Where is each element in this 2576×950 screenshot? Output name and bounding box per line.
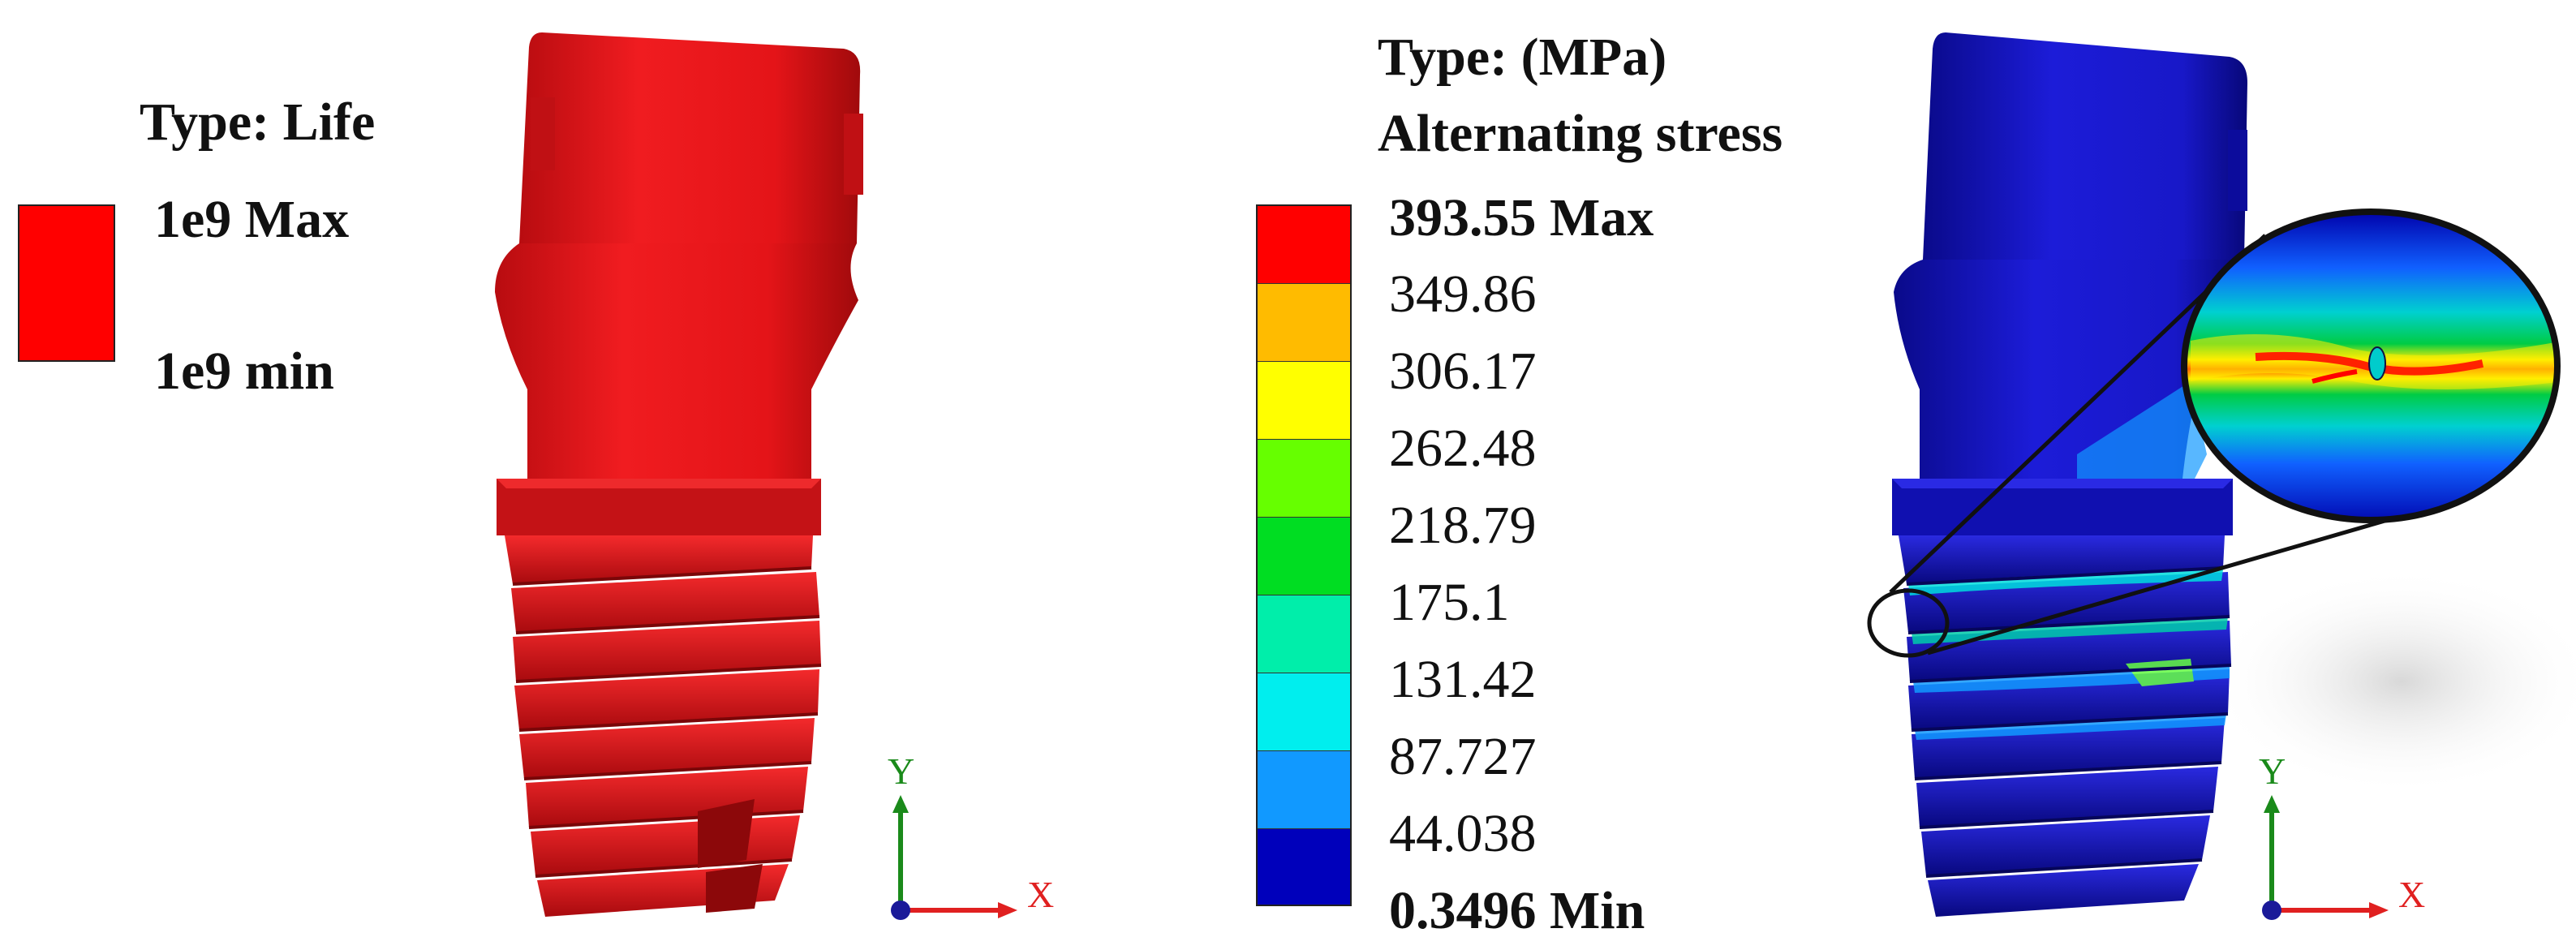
- stress-legend-swatch: [1258, 362, 1350, 440]
- implant-head-notch: [2228, 130, 2247, 211]
- thread-stress-highlights: [1908, 570, 2230, 740]
- left-axis-x-label: X: [1027, 874, 1054, 915]
- implant-thread-notch: [698, 799, 763, 913]
- implant-thread-edges: [512, 566, 822, 878]
- stress-legend-swatch: [1258, 595, 1350, 673]
- life-legend-swatch: [18, 204, 115, 362]
- left-type-label: Type: Life: [140, 92, 376, 152]
- implant-head-notch: [531, 97, 555, 170]
- stress-legend-swatch: [1258, 440, 1350, 518]
- right-type-label: Type: (MPa): [1378, 28, 1667, 87]
- stress-legend-value: 87.727: [1389, 727, 1537, 786]
- stress-legend-value: 131.42: [1389, 650, 1537, 709]
- stress-max-label: 393.55 Max: [1389, 188, 1654, 247]
- implant-head: [1923, 32, 2247, 260]
- zoom-callout: [1867, 208, 2561, 658]
- stress-legend-value: 306.17: [1389, 342, 1537, 401]
- implant-collar: [495, 243, 858, 479]
- implant-head-notch: [844, 114, 863, 195]
- implant-thread-ring: [497, 479, 821, 535]
- life-legend-min-label: 1e9 min: [154, 342, 334, 401]
- stress-legend-swatch: [1258, 518, 1350, 595]
- stress-legend-value: 44.038: [1389, 804, 1537, 863]
- quantity-label: Alternating stress: [1378, 104, 1783, 163]
- stress-legend-value: 175.1: [1389, 573, 1510, 632]
- stress-legend-swatch: [1258, 751, 1350, 829]
- stress-legend-value: 262.48: [1389, 419, 1537, 478]
- stress-legend-swatch: [1258, 206, 1350, 284]
- implant-collar-stress: [2077, 381, 2207, 487]
- life-legend-max-label: 1e9 Max: [154, 190, 350, 249]
- right-axis-y-label: Y: [2259, 750, 2286, 792]
- implant-thread-edges: [1906, 566, 2232, 878]
- left-axis-y-label: Y: [888, 750, 914, 792]
- stress-implant-model: [1892, 32, 2247, 917]
- right-axis-triad: [2262, 795, 2389, 920]
- zoom-lens: [2181, 208, 2561, 523]
- implant-head: [519, 32, 861, 243]
- stress-legend-swatch: [1258, 284, 1350, 362]
- right-axis-x-label: X: [2398, 874, 2425, 915]
- left-axis-triad: [891, 795, 1017, 920]
- stress-legend-swatch: [1258, 829, 1350, 905]
- stress-legend-bar: [1256, 204, 1352, 906]
- stress-legend-value: 218.79: [1389, 496, 1537, 555]
- stress-min-label: 0.3496 Min: [1389, 881, 1645, 940]
- stress-legend-swatch: [1258, 673, 1350, 751]
- zoom-source-marker: [1867, 588, 1950, 658]
- stress-legend-value: 349.86: [1389, 264, 1537, 324]
- life-implant-model: [495, 32, 863, 917]
